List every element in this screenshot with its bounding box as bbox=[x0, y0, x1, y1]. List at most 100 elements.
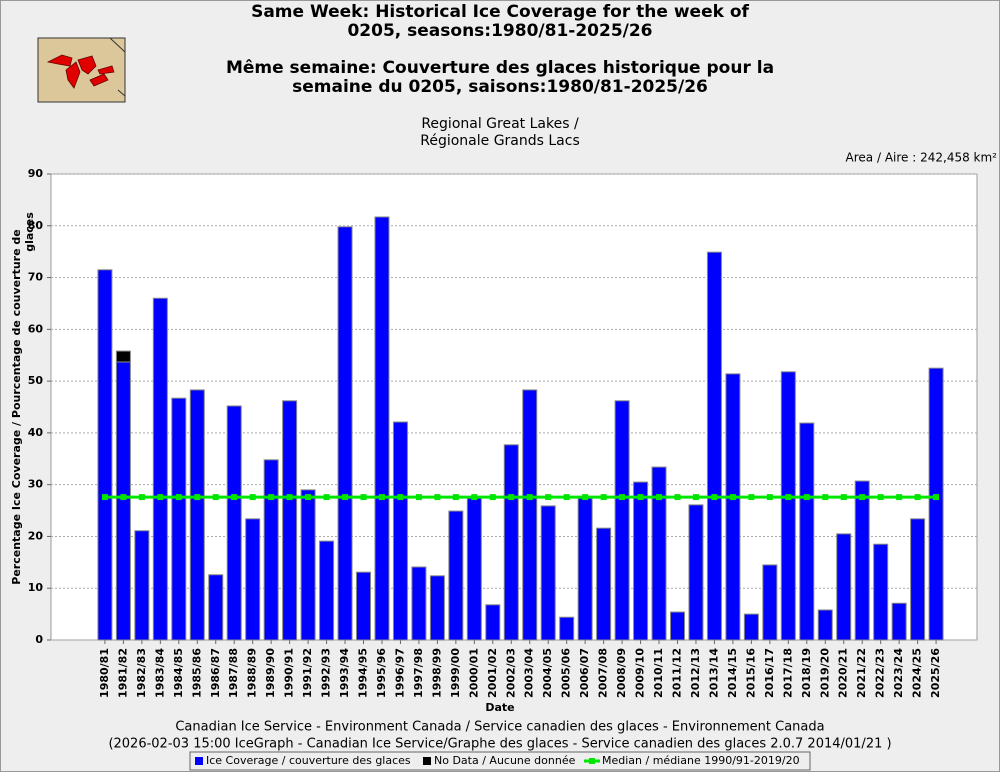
bar bbox=[189, 389, 205, 641]
x-tick-label: 2021/22 bbox=[855, 648, 868, 698]
bar bbox=[356, 571, 372, 641]
x-tick-label: 1990/91 bbox=[283, 648, 296, 698]
x-tick-label: 2022/23 bbox=[874, 648, 887, 698]
median-marker bbox=[212, 494, 219, 501]
median-marker bbox=[766, 494, 773, 501]
legend-label: Median / médiane 1990/91-2019/20 bbox=[602, 754, 800, 767]
median-marker bbox=[600, 494, 607, 501]
x-tick-label: 1981/82 bbox=[116, 648, 129, 698]
median-marker bbox=[914, 494, 921, 501]
bar bbox=[97, 269, 113, 641]
bar bbox=[392, 421, 408, 641]
median-marker bbox=[378, 494, 385, 501]
median-marker bbox=[785, 494, 792, 501]
y-tick-label: 20 bbox=[28, 529, 44, 542]
median-marker bbox=[489, 494, 496, 501]
legend-label: No Data / Aucune donnée bbox=[434, 754, 576, 767]
median-marker bbox=[231, 494, 238, 501]
bar bbox=[780, 371, 796, 641]
bar bbox=[540, 505, 556, 641]
bar bbox=[633, 481, 649, 641]
bar bbox=[208, 574, 224, 641]
x-tick-label: 1982/83 bbox=[135, 648, 148, 698]
y-tick-label: 40 bbox=[28, 426, 44, 439]
bar bbox=[429, 575, 445, 641]
title: Same Week: Historical Ice Coverage for t… bbox=[251, 2, 749, 22]
median-marker bbox=[637, 494, 644, 501]
bar bbox=[614, 400, 630, 641]
bar bbox=[282, 400, 298, 641]
bar bbox=[688, 504, 704, 641]
bar bbox=[448, 510, 464, 641]
y-tick-label: 90 bbox=[28, 167, 44, 180]
bar bbox=[134, 530, 150, 641]
x-tick-label: 2001/02 bbox=[486, 648, 499, 698]
median-marker bbox=[877, 494, 884, 501]
x-tick-label: 2006/07 bbox=[578, 648, 591, 698]
legend-label: Ice Coverage / couverture des glaces bbox=[206, 754, 411, 767]
x-tick-label: 1993/94 bbox=[338, 648, 351, 698]
bar bbox=[596, 527, 612, 641]
x-tick-label: 2008/09 bbox=[615, 648, 628, 698]
x-tick-label: 1995/96 bbox=[375, 648, 388, 698]
median-marker bbox=[360, 494, 367, 501]
bar bbox=[374, 216, 390, 641]
median-marker bbox=[452, 494, 459, 501]
map-icon bbox=[37, 37, 126, 103]
median-marker bbox=[286, 494, 293, 501]
median-marker bbox=[563, 494, 570, 501]
x-tick-label: 1997/98 bbox=[412, 648, 425, 698]
x-tick-label: 1999/00 bbox=[449, 648, 462, 698]
x-tick-label: 2023/24 bbox=[892, 648, 905, 698]
bar bbox=[115, 350, 131, 363]
footer: (2026-02-03 15:00 IceGraph - Canadian Ic… bbox=[108, 737, 891, 752]
x-tick-label: 1983/84 bbox=[153, 648, 166, 698]
bar bbox=[300, 489, 316, 641]
x-tick-label: 2011/12 bbox=[671, 648, 684, 698]
legend-swatch bbox=[195, 757, 203, 765]
x-tick-label: 2020/21 bbox=[837, 648, 850, 698]
median-marker bbox=[526, 494, 533, 501]
x-tick-label: 2017/18 bbox=[781, 648, 794, 698]
x-tick-label: 1985/86 bbox=[190, 648, 203, 698]
median-marker bbox=[268, 494, 275, 501]
bar bbox=[503, 444, 519, 641]
median-marker bbox=[175, 494, 182, 501]
bar bbox=[485, 604, 501, 641]
x-tick-label: 1984/85 bbox=[172, 648, 185, 698]
x-tick-label: 1980/81 bbox=[98, 648, 111, 698]
median-marker bbox=[748, 494, 755, 501]
bar bbox=[762, 564, 778, 641]
median-marker bbox=[822, 494, 829, 501]
bar bbox=[115, 361, 131, 641]
x-tick-label: 1996/97 bbox=[393, 648, 406, 698]
median-marker bbox=[803, 494, 810, 501]
x-tick-label: 2015/16 bbox=[744, 648, 757, 698]
bar bbox=[245, 518, 261, 641]
median-marker bbox=[711, 494, 718, 501]
y-tick-label: 0 bbox=[35, 633, 43, 646]
x-tick-label: 1987/88 bbox=[227, 648, 240, 698]
x-axis-label: Date bbox=[485, 701, 514, 714]
title: semaine du 0205, saisons:1980/81-2025/26 bbox=[292, 77, 708, 97]
median-marker bbox=[323, 494, 330, 501]
median-marker bbox=[157, 494, 164, 501]
bar bbox=[522, 389, 538, 641]
median-marker bbox=[138, 494, 145, 501]
y-tick-label: 80 bbox=[28, 219, 44, 232]
median-marker bbox=[896, 494, 903, 501]
median-marker bbox=[101, 494, 108, 501]
subtitle: Regional Great Lakes / bbox=[421, 116, 579, 132]
bar bbox=[836, 533, 852, 641]
x-tick-label: 1991/92 bbox=[301, 648, 314, 698]
bar bbox=[928, 367, 944, 641]
bar bbox=[670, 611, 686, 641]
y-axis-label: Percentage Ice Coverage / Pourcentage de… bbox=[10, 229, 23, 584]
x-tick-label: 2014/15 bbox=[726, 648, 739, 698]
y-tick-label: 50 bbox=[28, 374, 44, 387]
bar bbox=[910, 518, 926, 641]
median-marker bbox=[674, 494, 681, 501]
x-tick-label: 1998/99 bbox=[430, 648, 443, 698]
